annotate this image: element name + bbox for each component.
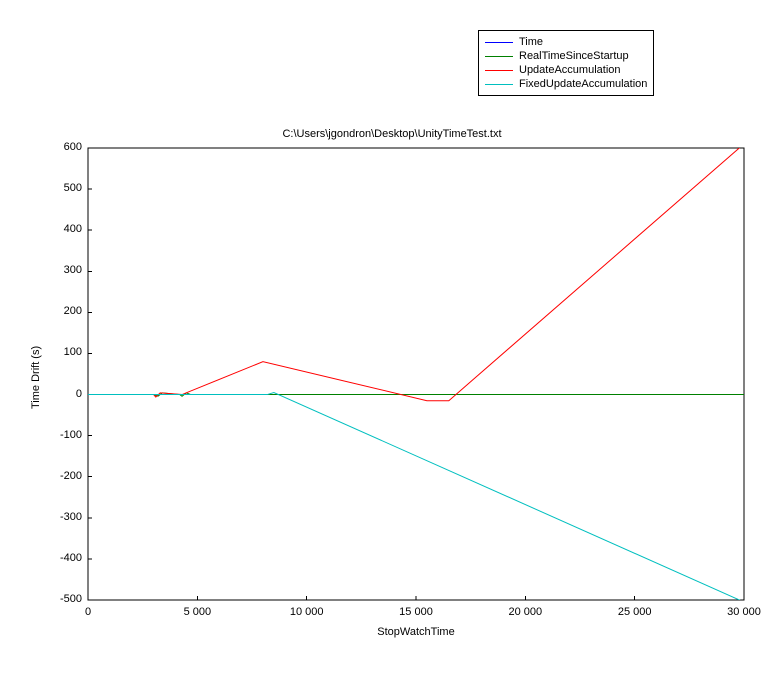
x-tick-label: 20 000 xyxy=(500,606,550,618)
legend-label: UpdateAccumulation xyxy=(519,64,621,76)
x-tick-label: 30 000 xyxy=(719,606,769,618)
chart-title: C:\Users\jgondron\Desktop\UnityTimeTest.… xyxy=(0,128,784,140)
y-tick-label: -200 xyxy=(60,470,82,482)
chart-container: C:\Users\jgondron\Desktop\UnityTimeTest.… xyxy=(0,0,784,674)
legend-item: RealTimeSinceStartup xyxy=(485,49,647,63)
y-tick-label: -400 xyxy=(60,552,82,564)
y-tick-label: 100 xyxy=(64,346,82,358)
legend-swatch xyxy=(485,42,513,43)
y-tick-label: 600 xyxy=(64,141,82,153)
x-tick-label: 5 000 xyxy=(172,606,222,618)
legend-swatch xyxy=(485,70,513,71)
x-tick-label: 15 000 xyxy=(391,606,441,618)
y-tick-label: 300 xyxy=(64,264,82,276)
y-tick-label: -500 xyxy=(60,593,82,605)
x-tick-label: 0 xyxy=(63,606,113,618)
legend-item: FixedUpdateAccumulation xyxy=(485,77,647,91)
legend-item: UpdateAccumulation xyxy=(485,63,647,77)
legend-label: Time xyxy=(519,36,543,48)
legend-label: RealTimeSinceStartup xyxy=(519,50,629,62)
x-axis-label: StopWatchTime xyxy=(88,626,744,638)
legend-swatch xyxy=(485,56,513,57)
x-tick-label: 10 000 xyxy=(282,606,332,618)
y-tick-label: 200 xyxy=(64,305,82,317)
legend-item: Time xyxy=(485,35,647,49)
legend-swatch xyxy=(485,84,513,85)
x-tick-label: 25 000 xyxy=(610,606,660,618)
y-tick-label: 0 xyxy=(76,388,82,400)
legend-label: FixedUpdateAccumulation xyxy=(519,78,647,90)
y-tick-label: 500 xyxy=(64,182,82,194)
y-tick-label: -100 xyxy=(60,429,82,441)
y-axis-label: Time Drift (s) xyxy=(30,346,42,409)
y-tick-label: -300 xyxy=(60,511,82,523)
plot-area xyxy=(0,0,784,674)
y-tick-label: 400 xyxy=(64,223,82,235)
legend: Time RealTimeSinceStartup UpdateAccumulati… xyxy=(478,30,654,96)
